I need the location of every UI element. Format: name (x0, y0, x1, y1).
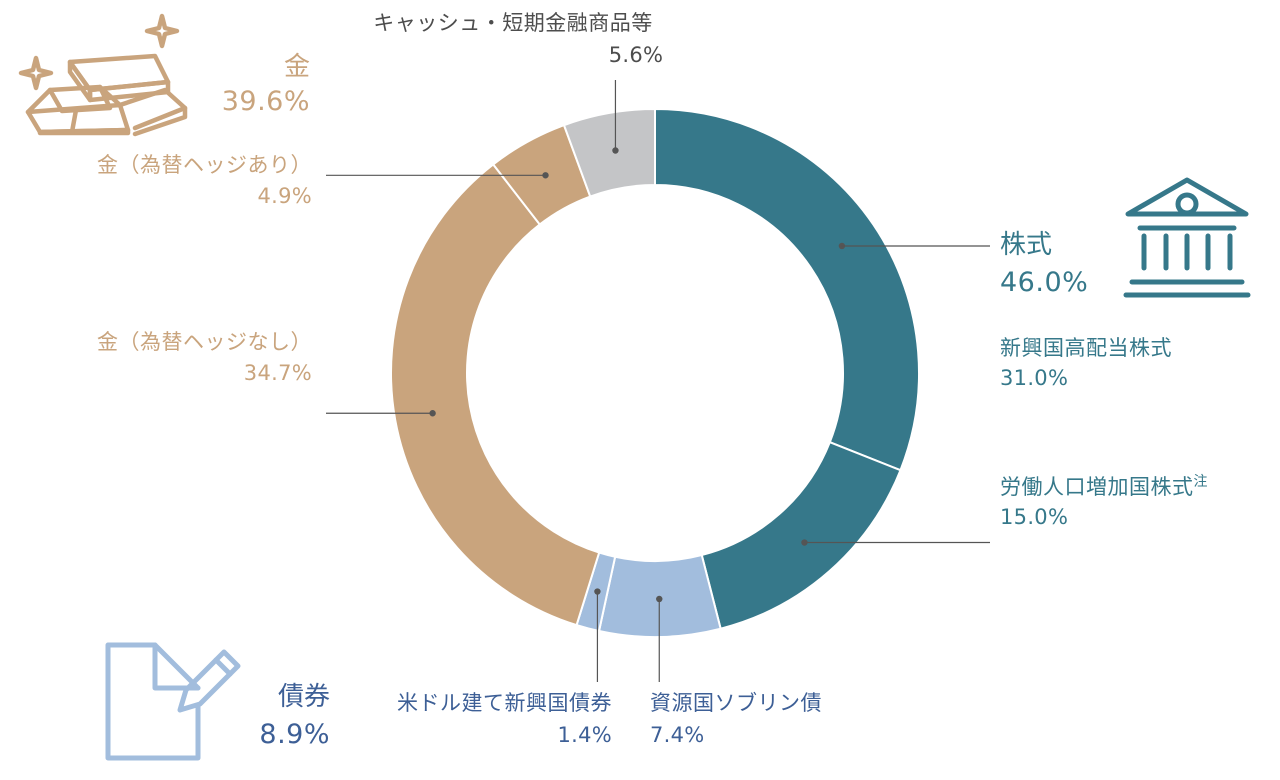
gold-bars-icon (18, 13, 188, 137)
category-value-bonds: 8.9% (259, 719, 330, 750)
slice-value-cash: 5.6% (609, 43, 664, 67)
category-value-stocks: 46.0% (1000, 267, 1088, 298)
footnote-mark: 注 (1194, 474, 1209, 490)
slice-label-usd-em-bonds: 米ドル建て新興国債券 (397, 691, 612, 715)
slice-value-usd-em-bonds: 1.4% (557, 723, 612, 747)
category-label-gold: 金 39.6% (222, 52, 310, 117)
slice-label-em-high-dividend-stocks: 新興国高配当株式 (1000, 336, 1172, 360)
category-name-stocks: 株式 (1000, 230, 1052, 260)
category-label-bonds: 債券 8.9% (259, 682, 330, 750)
slice-label-group-resource-sovereign: 資源国ソブリン債 7.4% (650, 691, 822, 747)
slice-value-gold-hedged: 4.9% (257, 184, 312, 208)
slice-value-gold-unhedged: 34.7% (244, 361, 312, 385)
slice-label-group-em-high-dividend: 新興国高配当株式 31.0% (1000, 336, 1172, 390)
slice-value-resource-sovereign-bonds: 7.4% (650, 723, 705, 747)
leader-lines (326, 80, 990, 682)
category-label-stocks: 株式 46.0% (1000, 230, 1088, 298)
category-value-gold: 39.6% (222, 86, 310, 117)
slice-label-cash: キャッシュ・短期金融商品等 (373, 11, 653, 35)
slice-value-em-high-dividend-stocks: 31.0% (1000, 366, 1068, 390)
slice-label-workforce-growth-stocks: 労働人口増加国株式注 (1000, 474, 1208, 499)
slice-workforce-growth-stocks (700, 440, 902, 630)
slice-label-text: 労働人口増加国株式 (1000, 475, 1194, 499)
slice-gold-unhedged (390, 162, 601, 627)
slice-label-gold-hedged: 金（為替ヘッジあり） (97, 153, 312, 177)
slice-label-group-workforce-growth: 労働人口増加国株式注 15.0% (1000, 474, 1208, 529)
document-pencil-icon (105, 642, 241, 761)
donut-slices (390, 107, 920, 638)
slice-value-workforce-growth-stocks: 15.0% (1000, 505, 1068, 529)
bank-building-icon (1123, 177, 1251, 298)
slice-label-resource-sovereign-bonds: 資源国ソブリン債 (650, 691, 822, 715)
slice-label-gold-unhedged: 金（為替ヘッジなし） (97, 330, 312, 354)
slice-label-group-cash: キャッシュ・短期金融商品等 5.6% (373, 11, 663, 67)
slice-label-group-gold-unhedged: 金（為替ヘッジなし） 34.7% (97, 330, 312, 385)
slice-em-high-dividend-stocks (654, 107, 920, 472)
slice-label-group-gold-hedged: 金（為替ヘッジあり） 4.9% (97, 153, 312, 208)
category-name-gold: 金 (284, 52, 310, 82)
slice-cash (562, 107, 656, 198)
slice-label-group-usd-em-bonds: 米ドル建て新興国債券 1.4% (397, 691, 612, 747)
category-name-bonds: 債券 (278, 682, 330, 712)
